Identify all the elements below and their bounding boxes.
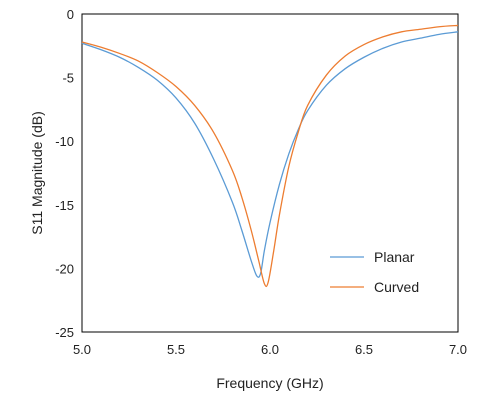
series-line-curved [81,24,459,288]
y-tick-label: 0 [67,7,74,22]
x-tick-label: 5.5 [167,342,185,357]
legend-label-curved: Curved [374,279,419,295]
y-tick-label: -20 [55,261,74,276]
y-tick-label: -25 [55,325,74,340]
x-tick-label: 6.0 [261,342,279,357]
x-axis-title: Frequency (GHz) [216,375,323,391]
y-axis-title: S11 Magnitude (dB) [29,111,45,234]
x-tick-label: 7.0 [449,342,467,357]
y-tick-label: -5 [62,71,74,86]
x-tick-label: 5.0 [73,342,91,357]
legend: Planar Curved [330,249,419,295]
series-lines [81,24,459,288]
y-tick-labels: 0 -5 -10 -15 -20 -25 [55,7,74,340]
y-tick-label: -10 [55,134,74,149]
x-tick-label: 6.5 [355,342,373,357]
series-line-planar [81,31,459,278]
y-tick-label: -15 [55,198,74,213]
x-tick-labels: 5.0 5.5 6.0 6.5 7.0 [73,342,467,357]
plot-area [81,13,459,333]
legend-label-planar: Planar [374,249,415,265]
